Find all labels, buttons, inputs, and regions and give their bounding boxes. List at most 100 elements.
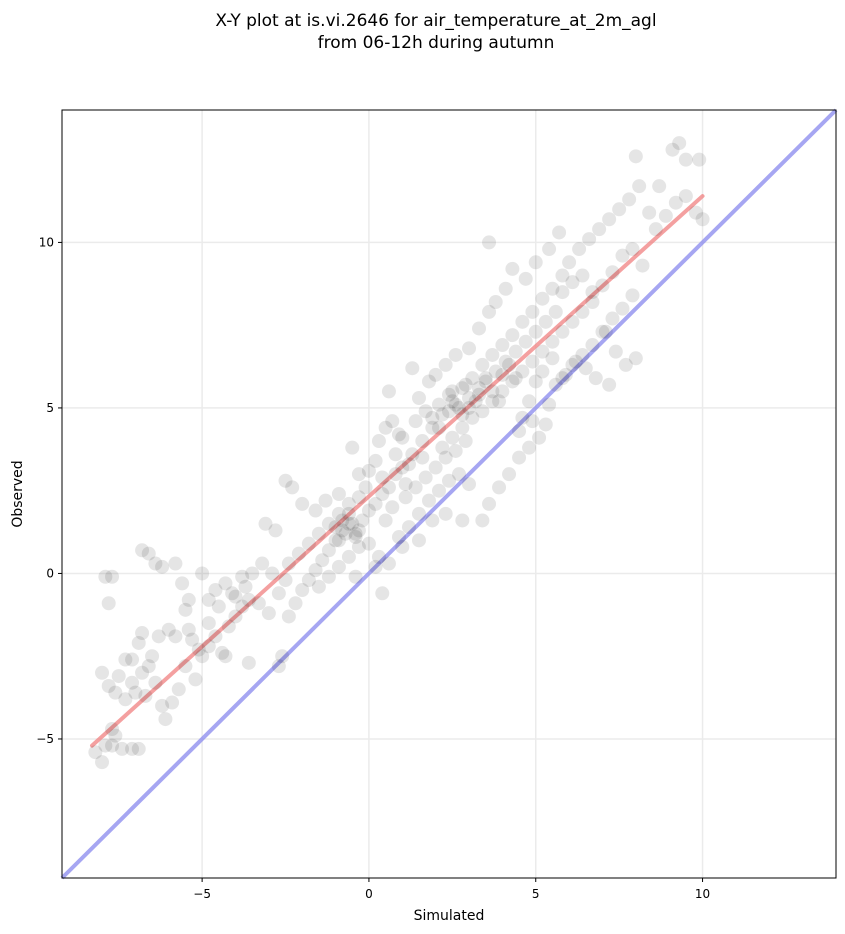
data-point [398, 477, 413, 492]
data-point [278, 573, 293, 588]
data-point [462, 391, 477, 405]
data-point [101, 679, 116, 693]
data-point [492, 480, 507, 495]
data-point [321, 569, 336, 584]
data-point [105, 722, 120, 737]
data-point [488, 364, 503, 379]
data-point [625, 288, 640, 303]
data-point [505, 261, 520, 276]
data-point [391, 427, 406, 442]
data-point [448, 347, 463, 362]
data-point [462, 400, 477, 415]
data-point [528, 324, 543, 339]
data-point [502, 467, 517, 482]
data-point [368, 496, 383, 511]
data-point [598, 324, 613, 339]
data-point [512, 450, 527, 465]
data-point [368, 559, 383, 574]
data-point [311, 579, 326, 594]
data-point [218, 649, 233, 664]
data-point [545, 281, 560, 296]
data-point [331, 533, 346, 548]
y-tick-label: −5 [36, 732, 54, 746]
data-point [448, 397, 463, 412]
data-point [168, 629, 183, 644]
data-point [351, 490, 366, 505]
data-point [628, 149, 643, 164]
data-point [472, 381, 487, 396]
data-point [421, 493, 436, 508]
data-point [695, 212, 710, 227]
data-point [268, 523, 283, 538]
data-point [201, 592, 216, 607]
data-point [425, 420, 440, 435]
data-point [545, 334, 560, 349]
data-point [308, 563, 323, 578]
y-tick-label: 5 [46, 401, 54, 415]
data-point [201, 639, 216, 654]
data-point [482, 496, 497, 511]
grid [62, 110, 836, 878]
data-point [341, 549, 356, 564]
chart-subtitle: from 06-12h during autumn [318, 33, 555, 53]
data-point [351, 523, 366, 538]
data-point [335, 513, 350, 528]
data-point [468, 394, 483, 409]
data-point [238, 579, 253, 594]
axis-ticks: −5 0 5 10 −5 0 5 10 [36, 235, 710, 901]
data-point [141, 546, 156, 561]
data-point [331, 506, 346, 521]
data-point [615, 301, 630, 316]
data-point [281, 556, 296, 571]
data-point [371, 434, 386, 449]
data-point [381, 384, 396, 399]
data-point [411, 533, 426, 548]
data-point [271, 586, 286, 601]
data-point [452, 467, 467, 482]
data-point [508, 371, 523, 386]
data-point [555, 324, 570, 339]
data-point [462, 341, 477, 356]
data-point [311, 526, 326, 541]
data-point [235, 569, 250, 584]
data-point [535, 291, 550, 306]
data-point [518, 334, 533, 349]
data-point [438, 357, 453, 372]
data-point [472, 321, 487, 336]
data-point [125, 741, 140, 756]
data-point [295, 496, 310, 511]
data-point [498, 354, 513, 369]
data-point [291, 546, 306, 561]
data-point [328, 533, 343, 548]
data-point [445, 384, 460, 399]
data-point [575, 268, 590, 283]
data-point [512, 424, 527, 439]
data-point [442, 387, 456, 402]
data-point [415, 450, 430, 465]
data-point [448, 443, 463, 458]
data-point [335, 523, 350, 538]
data-point [618, 357, 633, 372]
data-point [135, 626, 150, 641]
data-point [385, 414, 400, 429]
data-point [642, 205, 657, 220]
data-point [131, 741, 146, 756]
data-point [148, 675, 163, 690]
data-point [502, 357, 517, 372]
data-point [558, 367, 573, 382]
data-point [235, 599, 250, 614]
data-point [565, 314, 580, 329]
data-point [211, 599, 226, 614]
data-point [548, 377, 563, 392]
data-point [408, 480, 423, 495]
data-point [108, 685, 123, 700]
data-point [385, 500, 400, 515]
data-point [442, 473, 456, 488]
data-point [161, 622, 176, 637]
data-point [522, 394, 537, 409]
data-point [515, 314, 530, 329]
data-point [388, 447, 403, 462]
data-point [548, 304, 563, 319]
data-point [605, 265, 620, 280]
data-point [428, 460, 443, 475]
